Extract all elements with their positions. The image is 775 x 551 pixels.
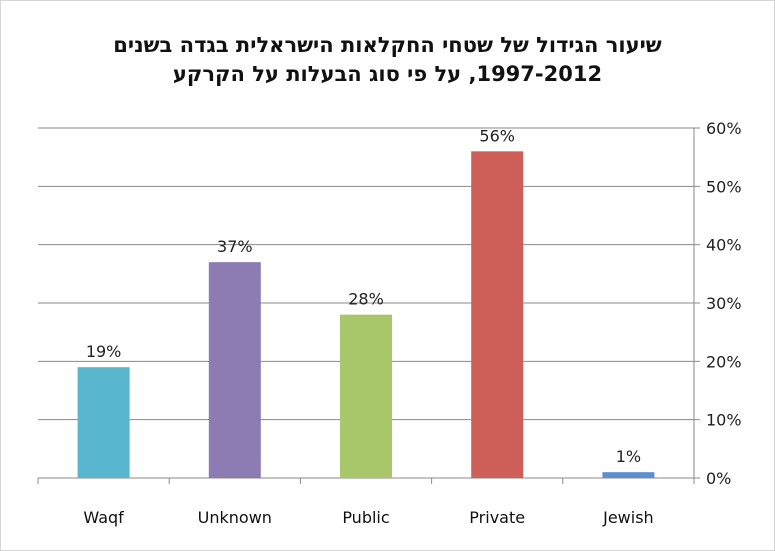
chart-title: שיעור הגידול של שטחי החקלאות הישראלית בג… [113, 33, 662, 57]
data-label-private: 56% [479, 126, 515, 145]
category-label-waqf: Waqf [83, 508, 124, 527]
y-tick-label: 60% [706, 119, 742, 138]
y-tick-label: 10% [706, 411, 742, 430]
bar-unknown [208, 262, 261, 478]
chart-subtitle: 1997-2012, על פי סוג הבעלות על הקרקע [172, 62, 603, 86]
bar-private [471, 151, 524, 479]
y-tick-label: 0% [706, 469, 731, 488]
y-tick-label: 30% [706, 294, 742, 313]
data-label-waqf: 19% [86, 342, 122, 361]
y-tick-label: 40% [706, 236, 742, 255]
category-label-unknown: Unknown [198, 508, 272, 527]
category-label-private: Private [469, 508, 525, 527]
y-tick-label: 20% [706, 352, 742, 371]
category-label-public: Public [342, 508, 389, 527]
data-label-jewish: 1% [616, 447, 641, 466]
bar-waqf [77, 367, 130, 478]
y-tick-label: 50% [706, 177, 742, 196]
category-label-jewish: Jewish [602, 508, 654, 527]
data-label-unknown: 37% [217, 237, 253, 256]
bar-jewish [602, 472, 655, 478]
data-label-public: 28% [348, 290, 384, 309]
bar-public [340, 314, 392, 478]
